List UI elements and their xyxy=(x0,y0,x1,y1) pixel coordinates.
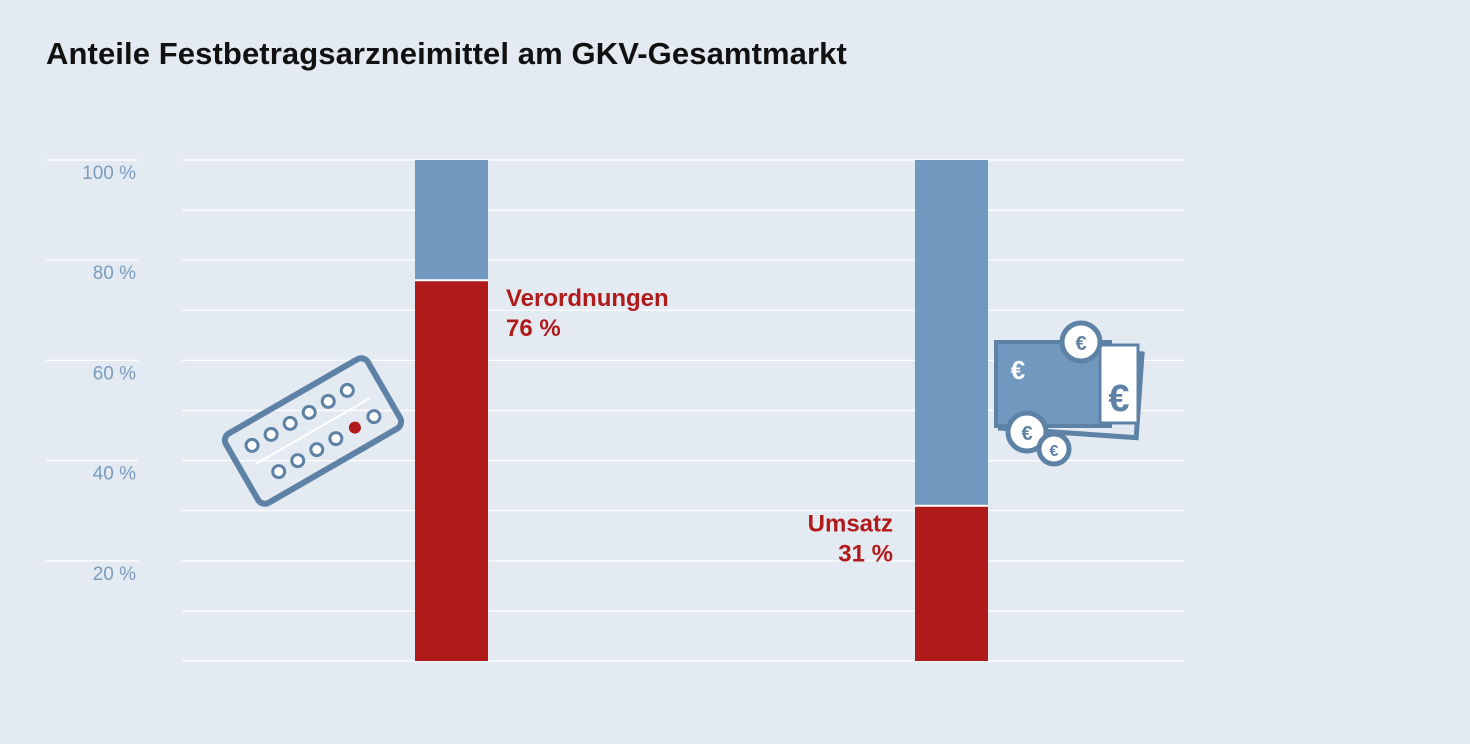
bars xyxy=(415,160,988,661)
money-euro-icon: € € € € € xyxy=(994,320,1145,467)
y-tick-label: 80 % xyxy=(93,263,136,284)
bar-label-value: 31 % xyxy=(838,541,893,568)
bar-segment-umsatz-1 xyxy=(915,160,988,506)
pill-blister-icon xyxy=(221,355,405,507)
svg-text:€: € xyxy=(1075,333,1086,355)
chart-title: Anteile Festbetragsarzneimittel am GKV-G… xyxy=(46,36,847,71)
y-tick-label: 100 % xyxy=(82,163,136,184)
bar-label-name: Verordnungen xyxy=(506,285,669,312)
svg-text:€: € xyxy=(1050,443,1059,460)
bar-segment-verordnungen-1 xyxy=(415,160,488,281)
svg-text:€: € xyxy=(1108,378,1129,420)
bar-label-name: Umsatz xyxy=(808,511,893,538)
bar-label-value: 76 % xyxy=(506,315,561,342)
bar-segment-umsatz-0 xyxy=(915,505,988,661)
bar-segment-verordnungen-0 xyxy=(415,280,488,661)
y-axis-tick-labels: 100 % 80 % 60 % 40 % 20 % xyxy=(82,163,136,585)
bar-annotations: Verordnungen 76 % Umsatz 31 % xyxy=(506,285,893,567)
y-tick-label: 40 % xyxy=(93,464,136,485)
svg-text:€: € xyxy=(1011,355,1025,385)
svg-text:€: € xyxy=(1021,423,1032,445)
y-tick-label: 60 % xyxy=(93,363,136,384)
y-tick-label: 20 % xyxy=(93,564,136,585)
